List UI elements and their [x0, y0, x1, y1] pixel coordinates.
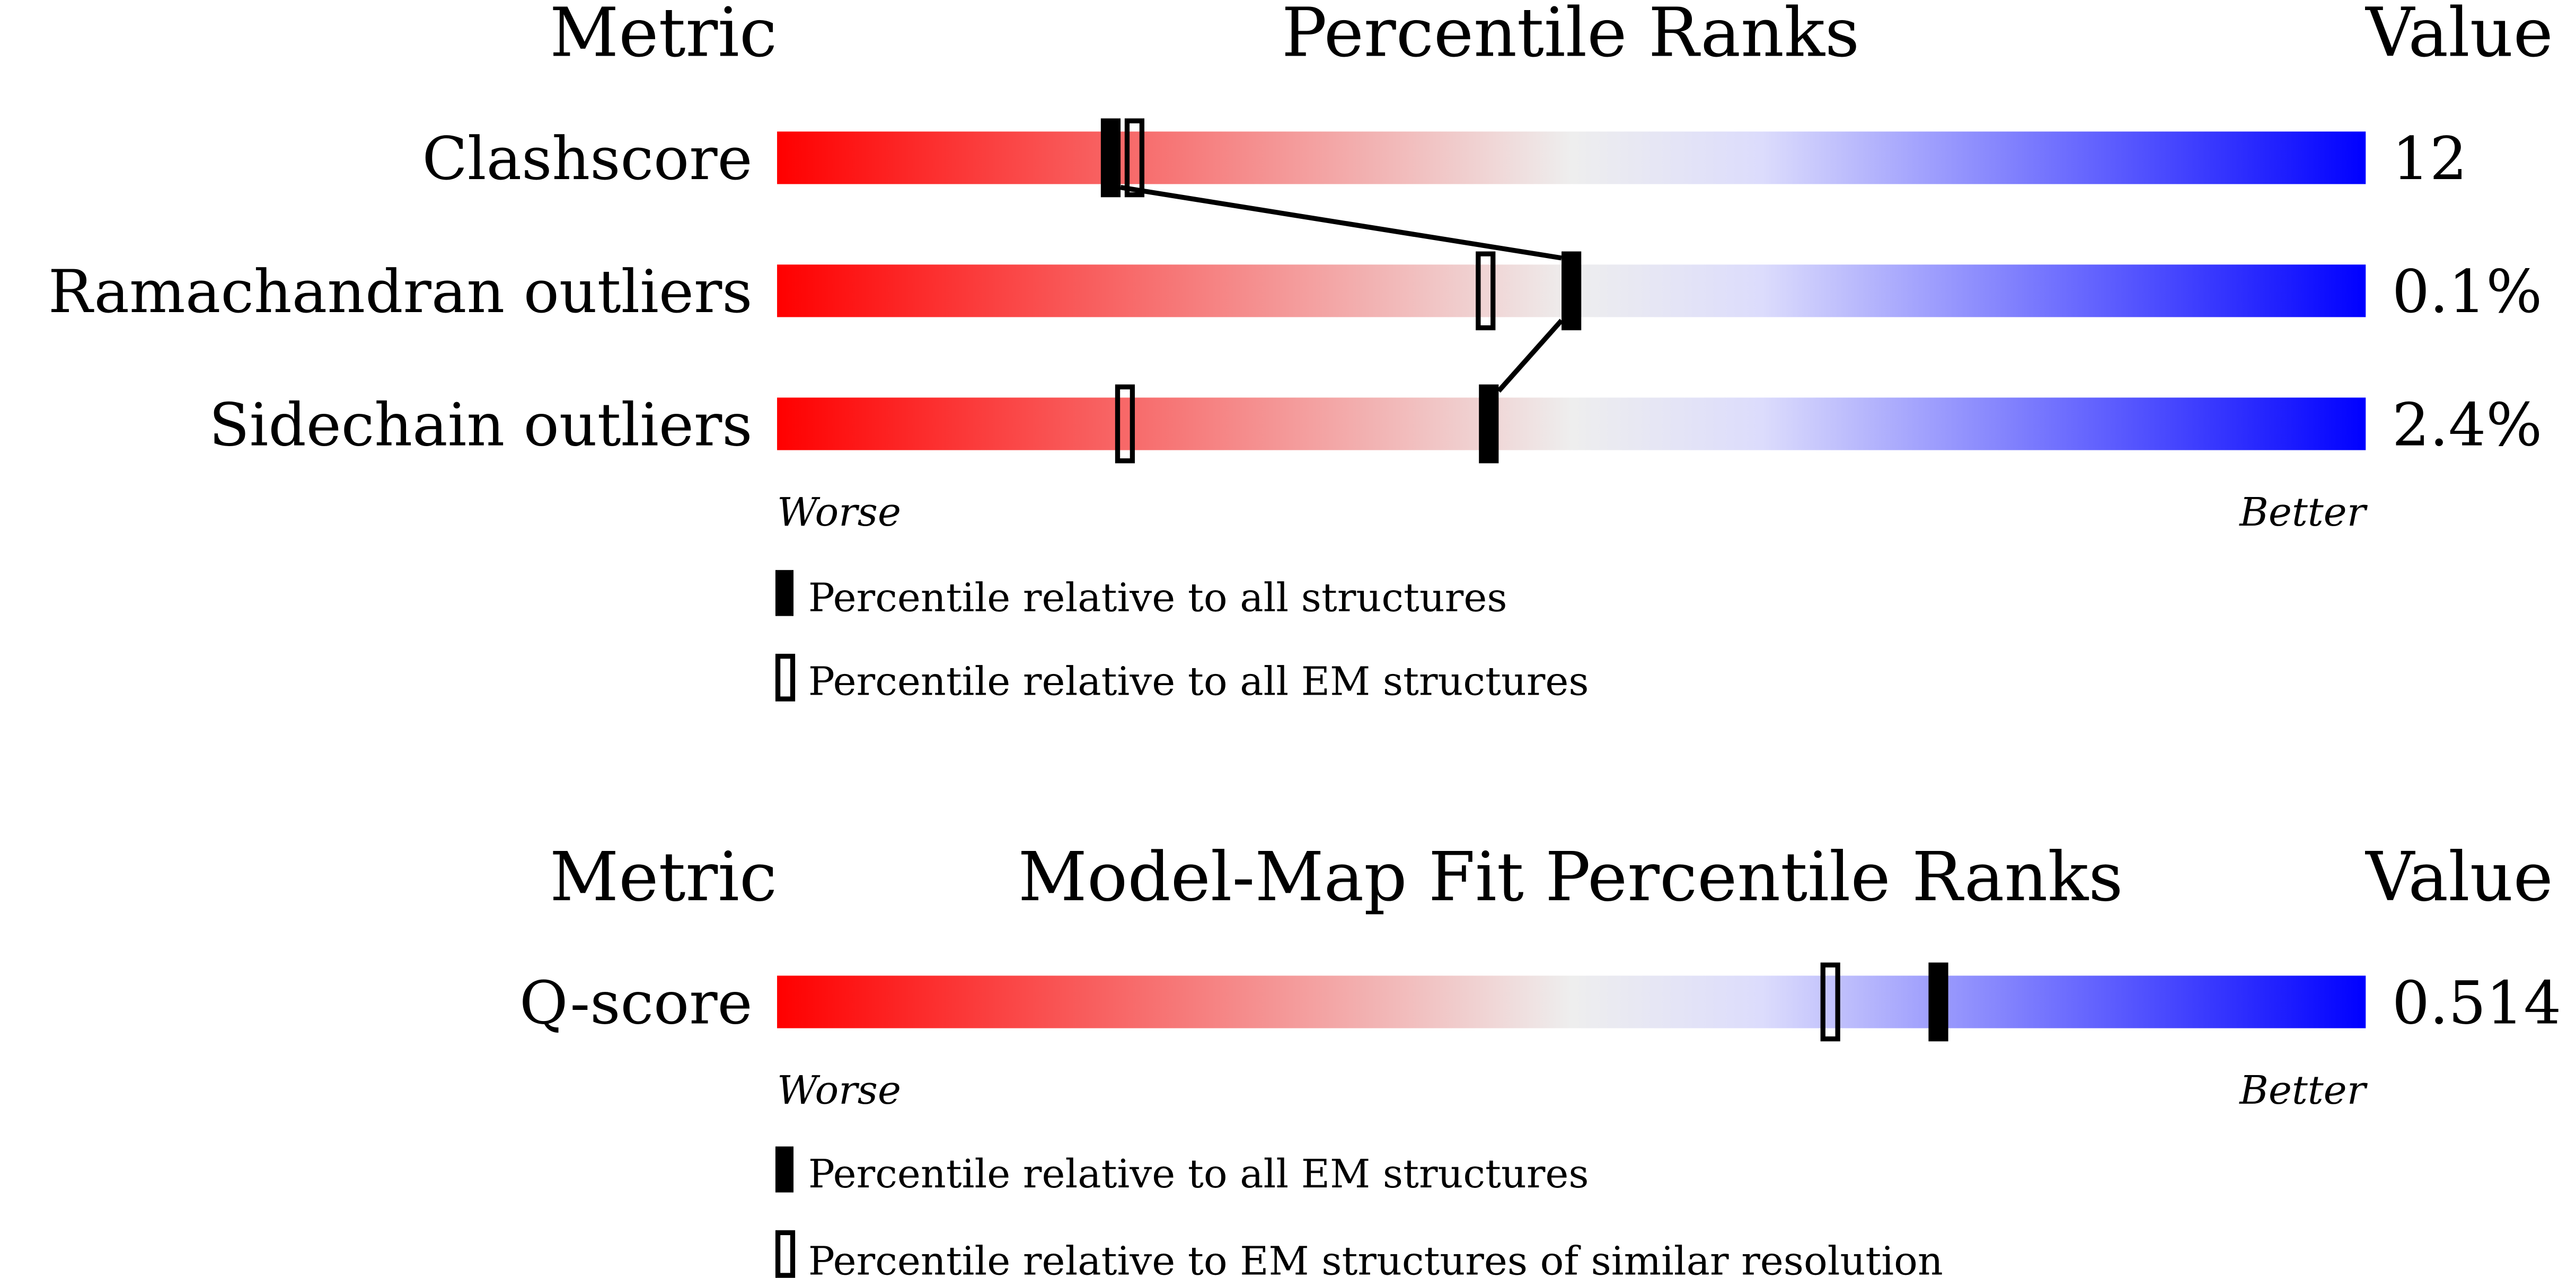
legend-hollow-icon-1 — [775, 653, 796, 702]
better-label-1: Better — [2238, 489, 2368, 535]
marker-em — [1820, 962, 1840, 1042]
marker-all — [1562, 251, 1582, 331]
marker-em — [1476, 251, 1496, 331]
header-metric-2: Metric — [550, 838, 777, 916]
legend-filled-label-1: Percentile relative to all structures — [808, 574, 1507, 620]
marker-all — [1100, 118, 1121, 198]
connector-line — [1120, 185, 1562, 261]
metric-value: 0.514 — [2392, 969, 2561, 1037]
metric-value: 2.4% — [2392, 390, 2542, 459]
connector-line — [1496, 318, 1564, 393]
legend-filled-icon-2 — [775, 1146, 794, 1193]
metric-label: Q-score — [519, 969, 753, 1037]
header-value-2: Value — [2365, 838, 2553, 916]
legend-filled-label-2: Percentile relative to all EM structures — [808, 1151, 1589, 1197]
legend-hollow-label-1: Percentile relative to all EM structures — [808, 658, 1589, 704]
percentile-bar — [777, 397, 2366, 450]
metric-label: Sidechain outliers — [209, 390, 752, 459]
header-value-1: Value — [2365, 0, 2553, 72]
marker-em — [1115, 384, 1135, 464]
percentile-bar — [777, 975, 2366, 1028]
chart-title-1: Percentile Ranks — [1282, 0, 1859, 72]
percentile-bar — [777, 131, 2366, 184]
header-metric-1: Metric — [550, 0, 777, 72]
connector-lines — [1120, 185, 1564, 393]
marker-all — [1928, 962, 1948, 1042]
marker-all — [1479, 384, 1499, 464]
metric-value: 12 — [2392, 125, 2467, 193]
metric-label: Ramachandran outliers — [48, 258, 753, 326]
legend-hollow-icon-2 — [775, 1230, 796, 1278]
better-label-2: Better — [2238, 1067, 2368, 1113]
metric-label: Clashscore — [422, 125, 753, 193]
worse-label-1: Worse — [777, 489, 901, 535]
marker-em — [1124, 118, 1145, 198]
metric-value: 0.1% — [2392, 258, 2542, 326]
worse-label-2: Worse — [777, 1067, 901, 1113]
chart-title-2: Model-Map Fit Percentile Ranks — [1018, 838, 2123, 916]
legend-hollow-label-2: Percentile relative to EM structures of … — [808, 1238, 1943, 1278]
legend-filled-icon-1 — [775, 570, 794, 616]
